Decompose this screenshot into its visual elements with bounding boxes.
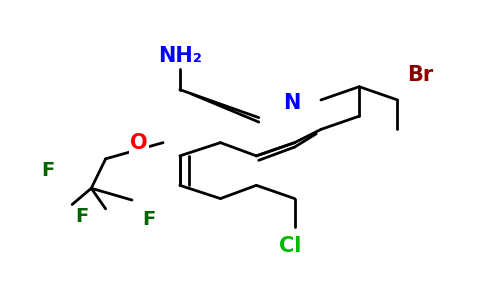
Text: Cl: Cl (279, 236, 301, 256)
Text: F: F (142, 210, 155, 229)
Text: Br: Br (407, 65, 433, 85)
Text: N: N (283, 93, 300, 113)
Text: NH₂: NH₂ (158, 46, 202, 66)
Text: F: F (75, 207, 89, 226)
Text: O: O (130, 133, 148, 153)
Text: F: F (42, 161, 55, 180)
